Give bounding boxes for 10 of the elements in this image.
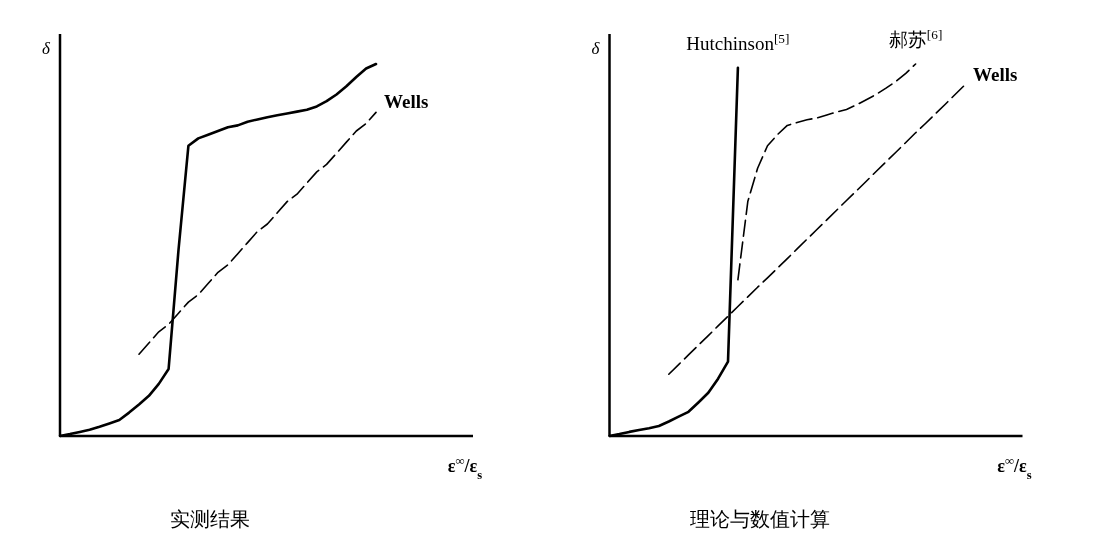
series-label: Wells <box>973 63 1018 85</box>
series-label: Wells <box>384 91 429 113</box>
series-label: Hutchinson$^{[5]}$ <box>686 30 790 54</box>
text: 实测结果 <box>170 508 250 530</box>
y-axis-title: δ <box>42 39 52 58</box>
x-axis-title: ε$^{∞}$/ε$_{s}$ <box>447 454 483 482</box>
y-axis-title: δ <box>591 39 601 58</box>
series-label: 郝苏$^{[6]}$ <box>888 26 943 50</box>
text: 理论与数值计算 <box>689 508 830 530</box>
x-axis-title: ε$^{∞}$/ε$_{s}$ <box>997 454 1032 482</box>
